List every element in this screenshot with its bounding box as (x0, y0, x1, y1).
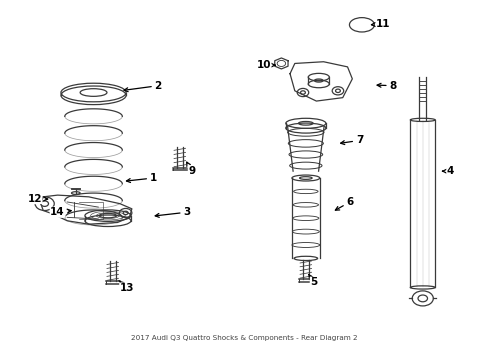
Text: 2017 Audi Q3 Quattro Shocks & Components - Rear Diagram 2: 2017 Audi Q3 Quattro Shocks & Components… (131, 336, 357, 342)
Text: 7: 7 (340, 135, 363, 145)
Text: 11: 11 (371, 19, 390, 29)
Text: 14: 14 (50, 207, 71, 217)
Text: 13: 13 (119, 281, 134, 293)
Text: 4: 4 (442, 166, 453, 176)
Text: 3: 3 (155, 207, 190, 217)
Text: 10: 10 (256, 60, 274, 70)
Text: 2: 2 (124, 81, 162, 92)
Text: 8: 8 (376, 81, 396, 91)
Text: 9: 9 (186, 162, 195, 176)
Text: 12: 12 (27, 194, 48, 203)
Text: 1: 1 (126, 173, 157, 183)
Text: 6: 6 (335, 197, 353, 210)
Text: 5: 5 (308, 274, 317, 287)
